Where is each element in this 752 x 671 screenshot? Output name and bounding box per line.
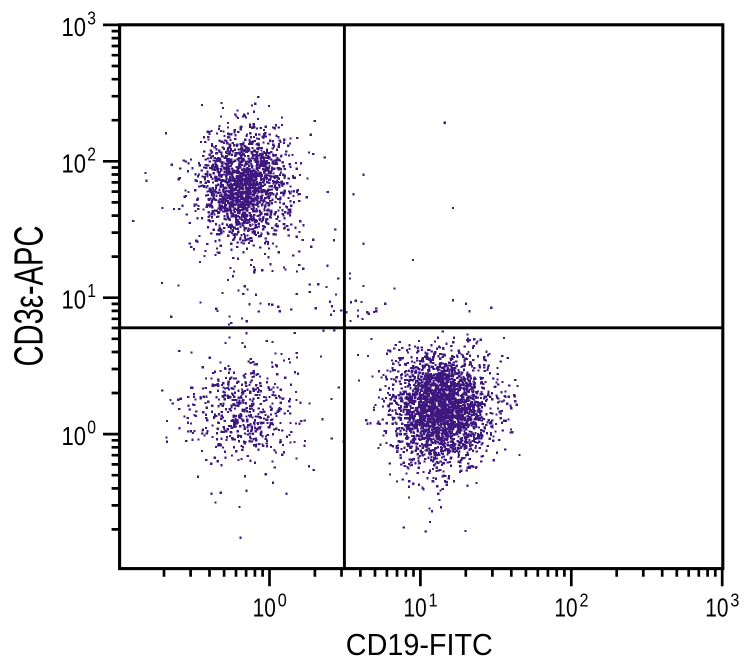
svg-text:10: 10 <box>62 14 87 42</box>
svg-text:0: 0 <box>87 418 96 439</box>
svg-text:10: 10 <box>404 595 427 623</box>
svg-text:0: 0 <box>278 590 287 611</box>
svg-text:10: 10 <box>62 423 87 451</box>
svg-text:2: 2 <box>580 590 589 611</box>
svg-text:10: 10 <box>62 150 87 178</box>
svg-text:1: 1 <box>429 590 438 611</box>
svg-text:10: 10 <box>554 595 577 623</box>
svg-text:2: 2 <box>87 145 96 166</box>
svg-text:10: 10 <box>62 287 87 315</box>
svg-text:CD3ε-APC: CD3ε-APC <box>5 226 51 367</box>
svg-text:1: 1 <box>87 281 96 302</box>
svg-text:CD19-FITC: CD19-FITC <box>346 628 493 662</box>
svg-text:10: 10 <box>253 595 276 623</box>
svg-text:3: 3 <box>730 590 739 611</box>
svg-text:3: 3 <box>87 8 96 29</box>
svg-text:10: 10 <box>705 595 728 623</box>
